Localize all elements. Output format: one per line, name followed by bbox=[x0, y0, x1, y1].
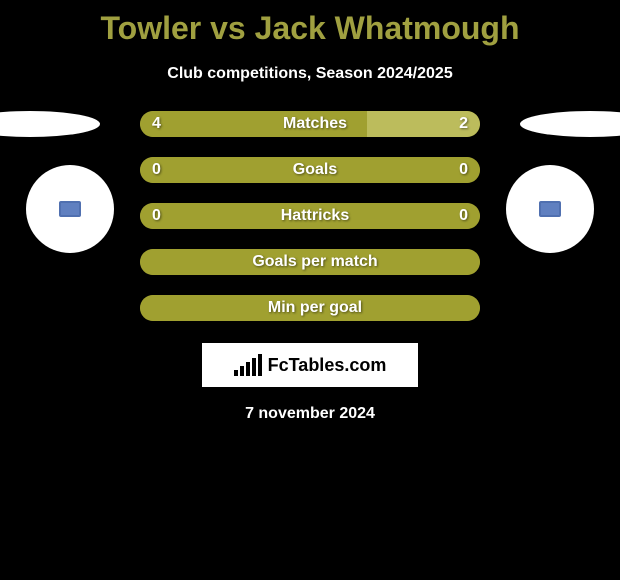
logo-bar-segment bbox=[234, 370, 238, 376]
logo-bar-segment bbox=[246, 362, 250, 376]
stat-bar: Goals per match bbox=[140, 249, 480, 275]
player-right-avatar bbox=[506, 165, 594, 253]
placeholder-icon bbox=[539, 201, 561, 217]
stat-bar: Min per goal bbox=[140, 295, 480, 321]
stat-label: Hattricks bbox=[140, 203, 480, 229]
stat-label: Goals bbox=[140, 157, 480, 183]
logo-bar-segment bbox=[252, 358, 256, 376]
logo-bar-segment bbox=[240, 366, 244, 376]
logo-text: FcTables.com bbox=[268, 355, 387, 376]
page-title: Towler vs Jack Whatmough bbox=[0, 0, 620, 47]
stat-bar: 00Goals bbox=[140, 157, 480, 183]
player-right-ellipse bbox=[520, 111, 620, 137]
stat-label: Matches bbox=[140, 111, 480, 137]
stat-label: Min per goal bbox=[140, 295, 480, 321]
stat-bar: 00Hattricks bbox=[140, 203, 480, 229]
stats-bars: 42Matches 00Goals 00Hattricks Goals per mat… bbox=[140, 111, 480, 321]
stat-bar: 42Matches bbox=[140, 111, 480, 137]
placeholder-icon bbox=[59, 201, 81, 217]
stat-label: Goals per match bbox=[140, 249, 480, 275]
source-logo: FcTables.com bbox=[202, 343, 418, 387]
comparison-content: 42Matches 00Goals 00Hattricks Goals per mat… bbox=[0, 111, 620, 423]
logo-bar-segment bbox=[258, 354, 262, 376]
logo-bars-icon bbox=[234, 354, 262, 376]
page-subtitle: Club competitions, Season 2024/2025 bbox=[0, 65, 620, 83]
player-left-avatar bbox=[26, 165, 114, 253]
date-label: 7 november 2024 bbox=[0, 405, 620, 423]
player-left-ellipse bbox=[0, 111, 100, 137]
